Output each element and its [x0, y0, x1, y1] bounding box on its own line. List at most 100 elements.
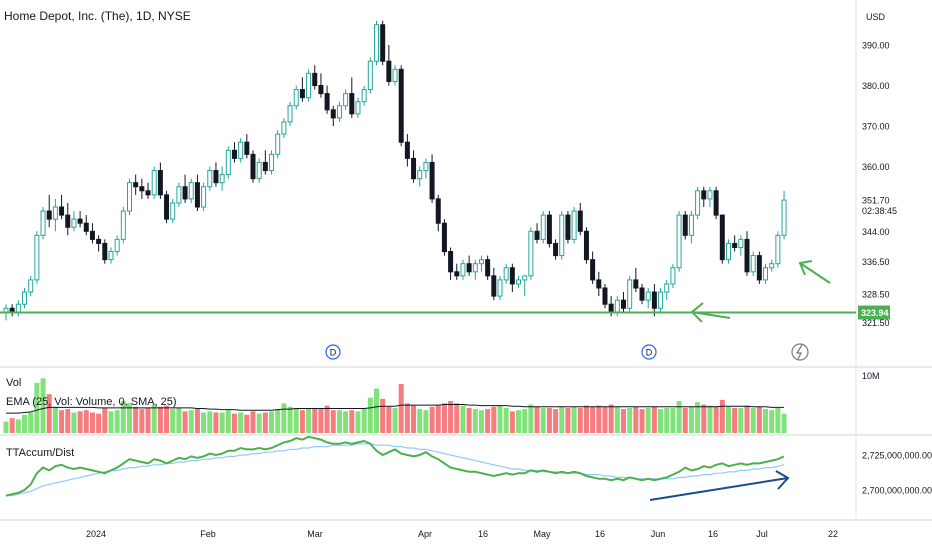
volume-bar [262, 412, 268, 433]
candle-up [688, 211, 694, 244]
candle-body [306, 72, 312, 99]
volume-bar [299, 410, 305, 433]
candle-up [528, 227, 534, 280]
candle-up [781, 190, 787, 240]
time-axis-label: 16 [478, 529, 488, 539]
candle-body [386, 60, 392, 82]
price-tick-label: 321.50 [862, 318, 890, 328]
candle-body [707, 190, 713, 200]
volume-bar [441, 403, 447, 433]
candle-body [565, 214, 571, 240]
volume-bar [176, 407, 182, 433]
candle-body [361, 89, 367, 103]
candle-down [596, 271, 602, 297]
support-price-tag [858, 305, 890, 320]
candle-body [528, 230, 534, 277]
dividend-event-marker[interactable]: D [325, 344, 341, 360]
candle-down [164, 190, 170, 224]
candle-body [157, 170, 163, 196]
candle-up [725, 239, 731, 264]
candle-up [670, 263, 676, 288]
candle-down [509, 263, 515, 293]
candle-body [176, 186, 182, 204]
volume-bar [182, 411, 188, 433]
volume-bar [522, 409, 528, 433]
candle-body [108, 251, 114, 261]
time-axis-label: Mar [307, 529, 323, 539]
candle-up [71, 211, 77, 232]
candle-body [627, 279, 633, 309]
candle-down [262, 150, 268, 175]
volume-bar [139, 409, 145, 433]
candle-body [380, 24, 386, 62]
support-price-label: 323.94 [861, 308, 889, 318]
candle-up [559, 211, 565, 260]
candle-body [497, 279, 503, 297]
candle-body [571, 210, 577, 240]
candle-body [454, 271, 460, 277]
volume-bar [28, 412, 34, 433]
candle-body [281, 121, 287, 135]
candle-down [744, 231, 750, 276]
candle-up [22, 288, 28, 309]
volume-bar [108, 411, 114, 433]
candle-body [225, 149, 231, 176]
candle-body [540, 214, 546, 240]
candle-down [83, 215, 89, 236]
candle-down [651, 283, 657, 317]
price-tick-label: 351.70 [862, 196, 890, 206]
candle-down [312, 65, 318, 90]
volume-bar [781, 413, 787, 433]
dividend-event-marker[interactable]: D [641, 344, 657, 360]
candle-body [429, 161, 435, 200]
candle-body [608, 303, 614, 313]
volume-bar [46, 394, 52, 433]
volume-bar [503, 407, 509, 433]
candle-up [238, 138, 244, 163]
volume-bar [651, 406, 657, 433]
candle-up [201, 182, 207, 212]
price-tick-label: 336.50 [862, 257, 890, 267]
volume-bar [701, 404, 707, 433]
candle-body [756, 255, 762, 281]
volume-axis-label: 10M [862, 371, 880, 381]
volume-bar [336, 410, 342, 433]
volume-bar [670, 407, 676, 433]
accum-axis-label: 2,700,000,000.00 [862, 486, 932, 496]
candle-down [102, 239, 108, 264]
countdown-label: 02:38:45 [862, 206, 897, 216]
volume-bar [596, 405, 602, 433]
candle-body [553, 242, 559, 257]
candle-body [269, 153, 275, 172]
volume-bar [448, 401, 454, 433]
candle-up [207, 166, 213, 191]
volume-bar [719, 399, 725, 433]
candle-up [40, 207, 46, 240]
candle-body [485, 259, 491, 277]
volume-bar [170, 409, 176, 433]
volume-bar [83, 410, 89, 433]
candle-up [374, 20, 379, 66]
volume-ema-line [6, 404, 784, 414]
candle-up [306, 69, 312, 102]
candle-down [466, 255, 472, 276]
candle-body [151, 170, 157, 196]
candle-body [59, 206, 65, 216]
earnings-lightning-icon[interactable] [791, 343, 809, 361]
candle-body [404, 141, 410, 159]
volume-bar [732, 407, 738, 433]
candle-up [503, 263, 509, 284]
candle-down [194, 174, 200, 212]
candle-body [231, 149, 237, 159]
volume-bar [565, 407, 571, 433]
candle-down [633, 267, 639, 293]
volume-bar [256, 413, 262, 433]
time-axis-label: Jul [756, 529, 768, 539]
volume-bar [96, 413, 102, 433]
candle-up [707, 186, 713, 207]
candle-body [534, 230, 540, 240]
volume-bar [380, 398, 386, 433]
candle-body [546, 214, 552, 244]
candle-up [367, 57, 373, 94]
